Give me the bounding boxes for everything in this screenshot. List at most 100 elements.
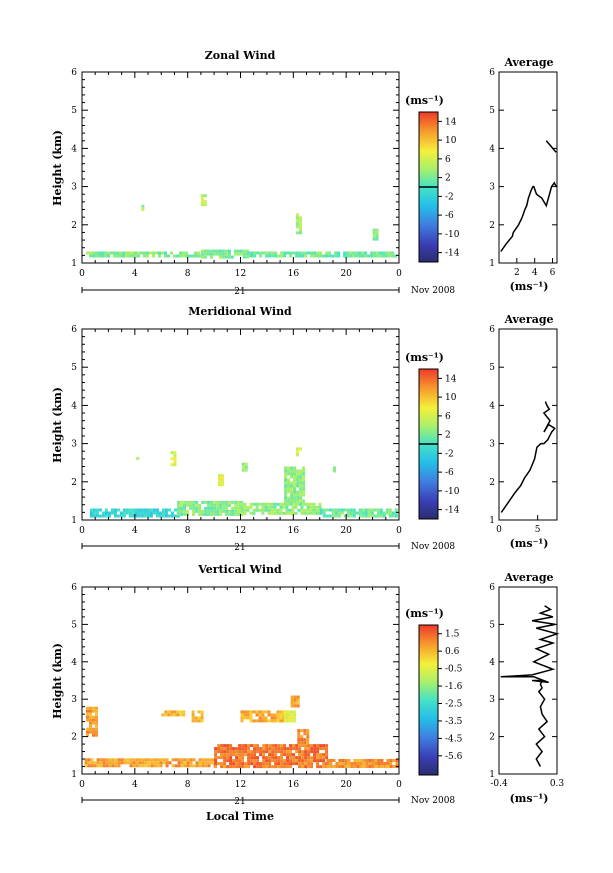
heatmap-cell-meridional — [270, 508, 274, 512]
heatmap-cell-zonal — [101, 251, 104, 255]
heatmap-cell-vertical — [293, 716, 297, 720]
heatmap-cell-meridional — [379, 514, 383, 518]
heatmap-cell-zonal — [391, 251, 395, 255]
heatmap-cell-zonal — [322, 254, 326, 258]
heatmap-cell-vertical — [159, 761, 163, 765]
heatmap-cell-vertical — [380, 765, 384, 768]
heatmap-cell-vertical — [261, 719, 265, 723]
heatmap-cell-zonal — [98, 254, 101, 258]
heatmap-cell-zonal — [203, 203, 207, 207]
heatmap-cell-meridional — [252, 508, 256, 512]
heatmap-cell-zonal — [262, 251, 266, 255]
heatmap-cell-zonal — [337, 251, 341, 255]
heatmap-cell-vertical — [296, 695, 300, 699]
heatmap-cell-meridional — [110, 508, 114, 512]
heatmap-cell-vertical — [159, 764, 163, 768]
heatmap-cell-zonal — [92, 254, 95, 258]
heatmap-cell-vertical — [295, 759, 299, 763]
heatmap-cell-vertical — [86, 712, 89, 716]
heatmap-cell-meridional — [240, 508, 244, 512]
heatmap-cell-vertical — [253, 753, 257, 757]
heatmap-cell-vertical — [284, 719, 288, 723]
heatmap-cell-vertical — [164, 710, 168, 714]
avg-y-tick-label: 5 — [489, 620, 495, 630]
heatmap-cell-vertical — [95, 724, 98, 728]
heatmap-cell-vertical — [300, 741, 304, 745]
heatmap-cell-vertical — [92, 730, 95, 734]
heatmap-cell-meridional — [89, 514, 93, 518]
heatmap-cell-meridional — [113, 514, 117, 518]
heatmap-cell-meridional — [158, 514, 162, 518]
heatmap-cell-zonal — [176, 254, 179, 258]
avg-y-tick-label: 3 — [489, 695, 495, 705]
colorbar-tick-label: -4.5 — [445, 734, 463, 744]
heatmap-cell-meridional — [222, 509, 226, 513]
heatmap-cell-meridional — [216, 503, 220, 507]
heatmap-cell-vertical — [295, 744, 299, 748]
heatmap-cell-vertical — [310, 747, 314, 751]
heatmap-cell-vertical — [262, 744, 266, 748]
heatmap-cell-zonal — [372, 234, 376, 238]
heatmap-cell-meridional — [228, 503, 232, 507]
heatmap-cell-vertical — [292, 759, 296, 763]
heatmap-cell-meridional — [300, 511, 304, 515]
heatmap-cell-vertical — [310, 765, 314, 769]
heatmap-cell-meridional — [376, 508, 380, 512]
heatmap-cell-vertical — [306, 741, 310, 745]
heatmap-cell-vertical — [226, 756, 230, 760]
heatmap-cell-meridional — [122, 514, 126, 518]
heatmap-cell-vertical — [271, 759, 275, 763]
heatmap-cell-meridional — [92, 508, 96, 512]
heatmap-cell-vertical — [256, 744, 260, 748]
heatmap-cell-vertical — [194, 716, 198, 720]
heatmap-cell-vertical — [310, 744, 314, 748]
heatmap-cell-meridional — [325, 508, 329, 512]
heatmap-cell-zonal — [372, 228, 376, 232]
heatmap-cell-meridional — [284, 487, 288, 491]
heatmap-cell-meridional — [319, 508, 323, 512]
heatmap-cell-vertical — [220, 750, 224, 754]
heatmap-cell-meridional — [290, 481, 294, 485]
heatmap-cell-zonal — [113, 254, 116, 258]
heatmap-cell-vertical — [271, 765, 275, 769]
y-tick-label: 5 — [71, 106, 77, 116]
heatmap-cell-vertical — [200, 716, 204, 720]
heatmap-cell-meridional — [287, 490, 291, 494]
heatmap-cell-vertical — [270, 719, 274, 723]
heatmap-cell-vertical — [156, 761, 160, 765]
heatmap-cell-vertical — [283, 747, 287, 751]
heatmap-cell-vertical — [198, 758, 202, 762]
heatmap-cell-zonal — [250, 251, 254, 255]
heatmap-cell-zonal — [170, 251, 173, 255]
y-tick-label: 6 — [71, 68, 77, 78]
heatmap-cell-vertical — [286, 759, 290, 763]
heatmap-cell-zonal — [140, 251, 143, 255]
heatmap-cell-vertical — [306, 732, 310, 736]
heatmap-cell-vertical — [179, 710, 183, 714]
heatmap-cell-meridional — [293, 499, 297, 503]
heatmap-cell-vertical — [279, 713, 283, 717]
heatmap-cell-zonal — [203, 255, 207, 259]
heatmap-cell-meridional — [237, 512, 241, 516]
heatmap-cell-meridional — [131, 508, 135, 512]
heatmap-cell-meridional — [299, 499, 303, 503]
heatmap-cell-vertical — [392, 765, 396, 768]
heatmap-cell-vertical — [256, 759, 260, 763]
heatmap-cell-meridional — [176, 514, 180, 518]
heatmap-cell-meridional — [293, 502, 297, 506]
heatmap-cell-meridional — [164, 514, 168, 518]
heatmap-cell-meridional — [173, 514, 177, 518]
heatmap-cell-vertical — [304, 756, 308, 760]
heatmap-cell-meridional — [95, 511, 99, 515]
heatmap-cell-vertical — [276, 716, 280, 720]
heatmap-cell-zonal — [316, 254, 320, 258]
heatmap-cell-meridional — [391, 514, 395, 518]
heatmap-cell-vertical — [95, 718, 98, 722]
heatmap-cell-meridional — [361, 514, 365, 518]
avg-ticks-meridional: 1 2 3 4 5 6 0 5 — [489, 325, 557, 535]
heatmap-cell-meridional — [155, 508, 159, 512]
heatmap-cell-vertical — [204, 758, 208, 762]
heatmap-cell-zonal — [221, 255, 225, 259]
heatmap-cell-vertical — [90, 758, 94, 762]
heatmap-cell-meridional — [231, 509, 235, 513]
